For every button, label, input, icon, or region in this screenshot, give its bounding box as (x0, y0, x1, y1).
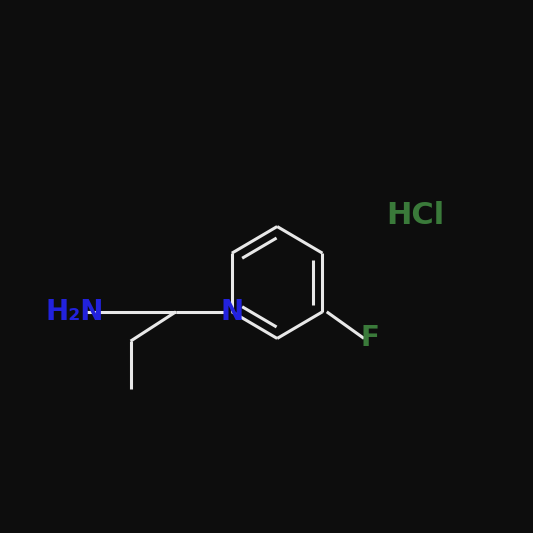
Text: N: N (220, 298, 244, 326)
Text: HCl: HCl (386, 201, 445, 230)
Text: H₂N: H₂N (45, 298, 104, 326)
Text: F: F (361, 325, 380, 352)
